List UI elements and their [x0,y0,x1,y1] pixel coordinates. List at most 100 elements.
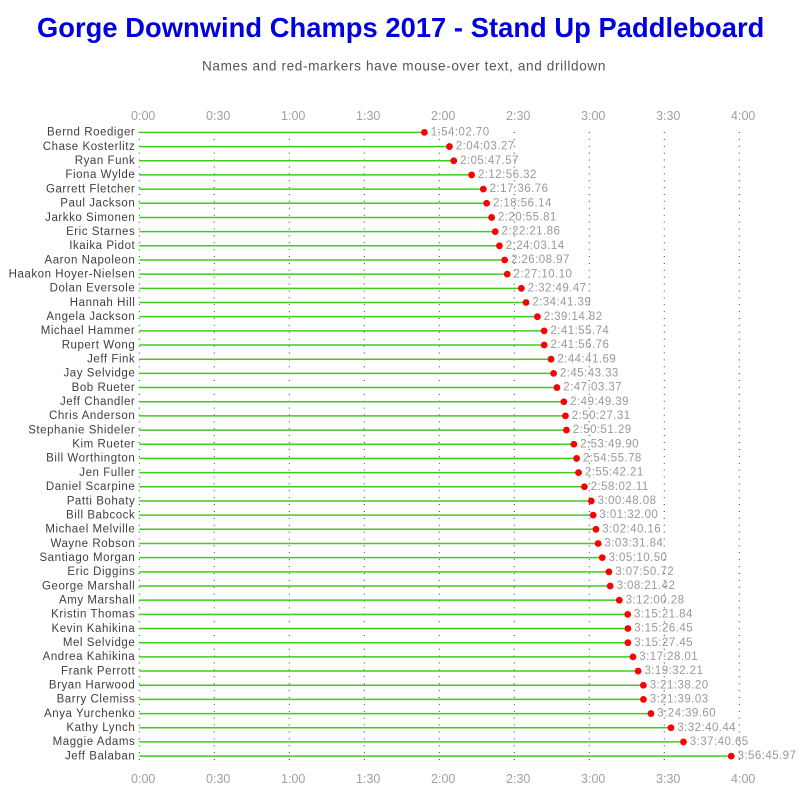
svg-text:3:56:45.97: 3:56:45.97 [738,750,797,762]
svg-text:Andrea Kahikina: Andrea Kahikina [43,651,136,663]
svg-text:3:01:32.00: 3:01:32.00 [599,509,658,521]
svg-text:1:30: 1:30 [356,109,380,123]
svg-text:Jay Selvidge: Jay Selvidge [63,368,135,380]
svg-text:Frank Perrott: Frank Perrott [61,665,136,677]
svg-text:2:53:49.90: 2:53:49.90 [580,438,639,450]
svg-text:3:05:10.50: 3:05:10.50 [609,552,668,564]
svg-text:Ikaika Pidot: Ikaika Pidot [69,240,135,252]
svg-text:Hannah Hill: Hannah Hill [70,297,136,309]
svg-text:2:58:02.11: 2:58:02.11 [591,481,649,493]
svg-text:3:00:48.08: 3:00:48.08 [598,495,657,507]
svg-text:Haakon Hoyer-Nielsen: Haakon Hoyer-Nielsen [9,268,136,280]
svg-text:Michael Hammer: Michael Hammer [41,325,136,337]
svg-text:2:49:49.39: 2:49:49.39 [570,396,629,408]
svg-text:3:37:40.65: 3:37:40.65 [690,736,749,748]
svg-text:Aaron Napoleon: Aaron Napoleon [44,254,135,266]
svg-text:Daniel Scarpine: Daniel Scarpine [46,481,135,493]
svg-text:Mel Selvidge: Mel Selvidge [63,637,135,649]
svg-text:2:04:03.27: 2:04:03.27 [456,141,515,153]
svg-text:2:34:41.39: 2:34:41.39 [532,297,591,309]
svg-text:2:18:56.14: 2:18:56.14 [493,197,552,209]
svg-text:Patti Bohaty: Patti Bohaty [67,495,136,507]
svg-text:2:24:03.14: 2:24:03.14 [506,240,565,252]
svg-text:3:15:21.84: 3:15:21.84 [634,608,693,620]
svg-text:2:32:49.47: 2:32:49.47 [528,282,587,294]
svg-text:Kathy Lynch: Kathy Lynch [66,722,135,734]
svg-text:Ryan Funk: Ryan Funk [75,155,136,167]
svg-text:2:26:08.97: 2:26:08.97 [511,254,570,266]
svg-text:3:21:38.20: 3:21:38.20 [650,679,709,691]
svg-text:4:00: 4:00 [731,772,755,786]
svg-text:Bernd Roediger: Bernd Roediger [47,127,135,139]
svg-text:Wayne Robson: Wayne Robson [50,538,135,550]
svg-text:2:17:36.76: 2:17:36.76 [490,183,549,195]
svg-text:0:00: 0:00 [131,109,155,123]
svg-text:3:15:26.45: 3:15:26.45 [634,623,693,635]
svg-text:Jen Fuller: Jen Fuller [79,467,135,479]
svg-text:2:00: 2:00 [431,109,455,123]
svg-text:3:21:39.03: 3:21:39.03 [650,694,709,706]
svg-text:3:24:39.60: 3:24:39.60 [657,708,716,720]
svg-text:Bill Worthington: Bill Worthington [46,453,135,465]
svg-text:Fiona Wylde: Fiona Wylde [65,169,135,181]
svg-text:3:30: 3:30 [656,109,680,123]
svg-text:3:08:21.42: 3:08:21.42 [616,580,675,592]
svg-text:Jarkko Simonen: Jarkko Simonen [45,212,135,224]
svg-text:2:00: 2:00 [431,772,455,786]
svg-text:Kim Rueter: Kim Rueter [72,439,135,451]
svg-text:Maggie Adams: Maggie Adams [53,736,136,748]
svg-text:2:54:55.78: 2:54:55.78 [583,453,642,465]
svg-text:Barry Clemiss: Barry Clemiss [57,694,136,706]
svg-text:Anya Yurchenko: Anya Yurchenko [44,708,135,720]
svg-text:Chris Anderson: Chris Anderson [49,410,135,422]
svg-text:Eric Starnes: Eric Starnes [66,226,135,238]
svg-text:Bob Rueter: Bob Rueter [72,382,136,394]
svg-text:Michael Melville: Michael Melville [45,524,135,536]
svg-text:2:55:42.21: 2:55:42.21 [585,467,644,479]
svg-text:3:32:40.44: 3:32:40.44 [677,722,736,734]
svg-text:0:00: 0:00 [131,772,155,786]
svg-text:1:00: 1:00 [281,109,305,123]
svg-text:Stephanie Shideler: Stephanie Shideler [28,424,135,436]
svg-text:Bryan Harwood: Bryan Harwood [49,680,135,692]
svg-text:2:47:03.37: 2:47:03.37 [563,382,622,394]
svg-text:Bill Babcock: Bill Babcock [66,509,135,521]
svg-text:Garrett Fletcher: Garrett Fletcher [46,183,135,195]
svg-text:2:05:47.57: 2:05:47.57 [460,155,519,167]
svg-text:Names and red-markers have mou: Names and red-markers have mouse-over te… [202,59,606,74]
svg-text:2:22:21.86: 2:22:21.86 [502,226,561,238]
svg-text:3:19:32.21: 3:19:32.21 [644,665,703,677]
svg-text:Rupert Wong: Rupert Wong [62,339,136,351]
svg-text:2:30: 2:30 [506,772,530,786]
svg-text:2:12:56.32: 2:12:56.32 [478,169,537,181]
svg-text:3:00: 3:00 [581,109,605,123]
svg-text:1:30: 1:30 [356,772,380,786]
svg-text:3:15:27.45: 3:15:27.45 [634,637,693,649]
svg-text:3:30: 3:30 [656,772,680,786]
svg-text:Eric Diggins: Eric Diggins [67,566,135,578]
svg-text:1:54:02.70: 1:54:02.70 [431,127,490,139]
svg-text:2:50:27.31: 2:50:27.31 [572,410,631,422]
svg-text:George Marshall: George Marshall [42,580,135,592]
svg-text:3:17:28.01: 3:17:28.01 [639,651,698,663]
svg-text:Jeff Fink: Jeff Fink [87,354,135,366]
svg-text:3:07:50.72: 3:07:50.72 [615,566,674,578]
svg-text:Jeff Balaban: Jeff Balaban [65,750,135,762]
svg-text:0:30: 0:30 [206,109,230,123]
svg-text:Gorge Downwind Champs 2017 - S: Gorge Downwind Champs 2017 - Stand Up Pa… [37,12,764,43]
svg-text:2:45:43.33: 2:45:43.33 [560,367,619,379]
svg-text:Santiago Morgan: Santiago Morgan [39,552,135,564]
svg-text:0:30: 0:30 [206,772,230,786]
svg-text:2:41:55.74: 2:41:55.74 [550,325,609,337]
svg-text:2:27:10.10: 2:27:10.10 [514,268,573,280]
svg-text:3:02:40.16: 3:02:40.16 [602,523,661,535]
svg-text:Amy Marshall: Amy Marshall [59,594,135,606]
svg-text:2:30: 2:30 [506,109,530,123]
svg-text:2:44:41.69: 2:44:41.69 [557,353,616,365]
svg-text:3:12:00.28: 3:12:00.28 [626,594,685,606]
svg-text:Kristin Thomas: Kristin Thomas [51,609,135,621]
svg-text:2:41:56.76: 2:41:56.76 [550,339,609,351]
svg-text:2:39:14.82: 2:39:14.82 [544,311,603,323]
svg-text:2:20:55.81: 2:20:55.81 [498,212,557,224]
svg-text:Paul Jackson: Paul Jackson [60,198,135,210]
